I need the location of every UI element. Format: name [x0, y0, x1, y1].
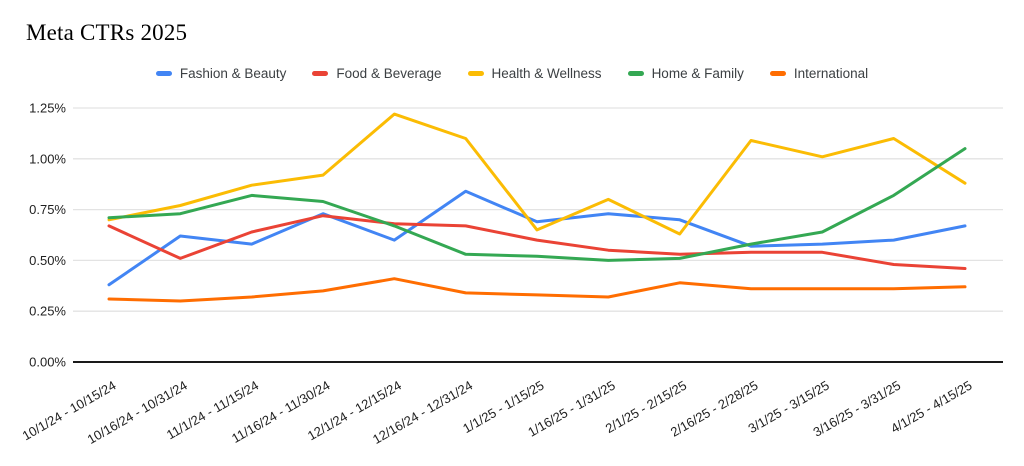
- legend-swatch-icon: [467, 71, 484, 76]
- legend-swatch-icon: [627, 71, 644, 76]
- legend: Fashion & Beauty Food & Beverage Health & …: [0, 66, 1024, 81]
- chart-title: Meta CTRs 2025: [26, 20, 188, 45]
- y-axis-tick-label: 0.00%: [29, 355, 66, 370]
- series-line-health-and-wellness[interactable]: [107, 112, 967, 236]
- series-line-international[interactable]: [107, 277, 967, 303]
- legend-item-health-and-wellness[interactable]: Health & Wellness: [467, 66, 602, 81]
- legend-item-home-and-family[interactable]: Home & Family: [627, 66, 744, 81]
- y-axis-tick-label: 0.50%: [29, 253, 66, 268]
- legend-item-international[interactable]: International: [769, 66, 869, 81]
- legend-label: Home & Family: [651, 66, 744, 81]
- series-line-home-and-family[interactable]: [107, 147, 967, 262]
- y-axis-tick-label: 1.25%: [29, 101, 66, 116]
- legend-item-fashion-and-beauty[interactable]: Fashion & Beauty: [155, 66, 287, 81]
- legend-label: International: [793, 66, 869, 81]
- legend-label: Fashion & Beauty: [179, 66, 287, 81]
- legend-swatch-icon: [312, 71, 329, 76]
- x-axis-tick-label: 4/1/25 - 4/15/25: [888, 378, 974, 437]
- y-axis-tick-label: 0.25%: [29, 304, 66, 319]
- legend-item-food-and-beverage[interactable]: Food & Beverage: [312, 66, 442, 81]
- series-line-food-and-beverage[interactable]: [107, 214, 967, 270]
- legend-swatch-icon: [155, 71, 172, 76]
- legend-swatch-icon: [769, 71, 786, 76]
- legend-label: Health & Wellness: [491, 66, 602, 81]
- series-line-fashion-and-beauty[interactable]: [107, 189, 967, 287]
- y-axis-tick-label: 1.00%: [29, 151, 66, 166]
- legend-label: Food & Beverage: [336, 66, 442, 81]
- y-axis-tick-label: 0.75%: [29, 202, 66, 217]
